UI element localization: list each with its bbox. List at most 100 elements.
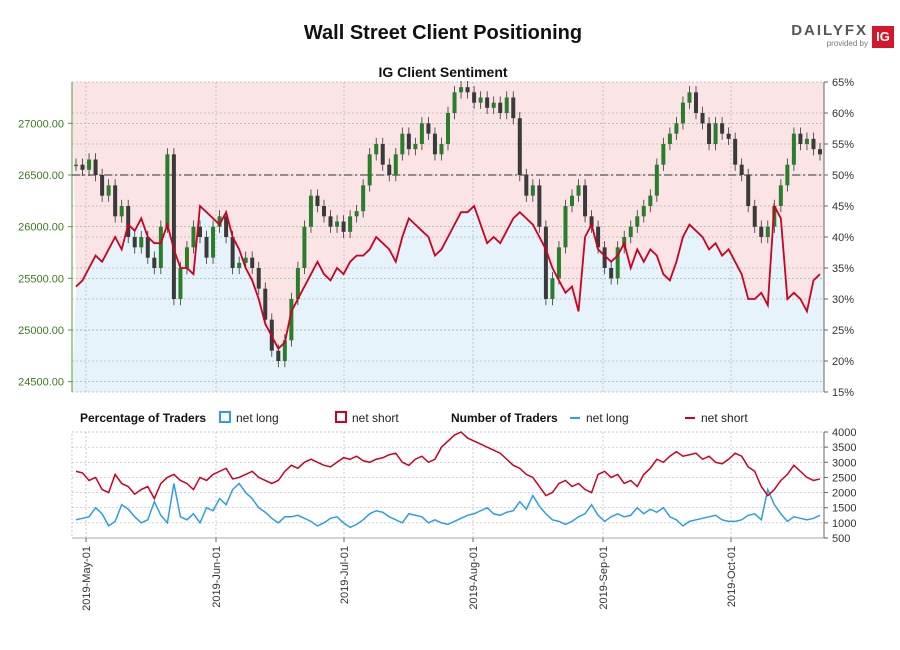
candle [733, 132, 738, 171]
candle [752, 199, 757, 233]
candle [158, 220, 163, 275]
lower-axis-tick-label: 500 [832, 533, 850, 545]
candle [165, 148, 170, 233]
candle [687, 86, 692, 109]
candle [504, 91, 509, 120]
legend-net-long-box [219, 411, 231, 423]
candle [367, 148, 372, 192]
legend-percentage-title: Percentage of Traders [80, 411, 206, 425]
candle [465, 80, 470, 99]
candle [707, 117, 712, 151]
candle [785, 158, 790, 192]
candle [361, 179, 366, 218]
brand-logo: DAILYFX provided by IG [784, 22, 896, 50]
candle [335, 215, 340, 233]
candle [818, 142, 822, 161]
candle [198, 220, 202, 244]
net-short-line [75, 202, 821, 351]
left-axis-tick-label: 26000.00 [18, 222, 64, 234]
candle [171, 148, 176, 306]
right-axis-tick-label: 35% [832, 263, 854, 275]
candle [406, 127, 411, 156]
candle [491, 96, 496, 115]
candle [250, 251, 255, 275]
candle [543, 220, 548, 306]
candle [498, 96, 503, 120]
candle [315, 189, 320, 213]
left-axis-tick-label: 27000.00 [18, 118, 64, 130]
candle [576, 179, 581, 202]
candle [100, 168, 105, 202]
lower-axis-tick-label: 1500 [832, 503, 856, 515]
candle [583, 179, 588, 223]
right-axis-tick-label: 40% [832, 232, 854, 244]
left-axis-tick-label: 25000.00 [18, 325, 64, 337]
right-axis-tick-label: 25% [832, 325, 854, 337]
candle [778, 179, 783, 213]
brand-name: DAILYFX [791, 22, 868, 39]
lower-axis-tick-label: 4000 [832, 427, 856, 439]
lower-axis-tick-label: 3000 [832, 457, 856, 469]
candle [556, 241, 561, 285]
candle [674, 117, 679, 140]
candle [256, 261, 261, 295]
right-axis-tick-label: 50% [832, 170, 854, 182]
legend-count-long-label: net long [586, 411, 629, 425]
candle [87, 153, 92, 177]
candle [80, 158, 85, 177]
lower-axis-tick-label: 3500 [832, 442, 856, 454]
candle [791, 127, 796, 171]
candle [191, 220, 196, 254]
candle [432, 127, 437, 161]
candle [485, 91, 490, 115]
candle [589, 210, 594, 233]
candle [550, 272, 555, 306]
candle [739, 158, 744, 182]
candle [308, 189, 313, 233]
candle [667, 127, 672, 151]
legend-net-short-label: net short [352, 411, 399, 425]
x-axis-date-label: 2019-Aug-01 [468, 546, 480, 610]
candle [302, 220, 307, 275]
candle [609, 261, 614, 285]
candle [322, 199, 326, 223]
candle [413, 137, 418, 156]
legend-net-long-label: net long [236, 411, 279, 425]
candlesticks [74, 80, 822, 368]
candle [289, 292, 294, 347]
candle [119, 199, 124, 223]
candle [211, 220, 216, 264]
candle [452, 86, 457, 120]
x-axis-date-label: 2019-Sep-01 [598, 546, 610, 610]
net-short-count-line [75, 431, 821, 501]
candle [472, 86, 477, 109]
candle [237, 256, 242, 275]
candle [387, 158, 392, 182]
x-axis-date-label: 2019-Jul-01 [339, 546, 351, 604]
candle [217, 210, 222, 233]
right-axis-tick-label: 30% [832, 294, 854, 306]
candle [348, 210, 353, 239]
candle [380, 137, 385, 171]
candle [426, 117, 431, 140]
right-axis-tick-label: 55% [832, 139, 854, 151]
candle [628, 220, 633, 244]
lower-axis-tick-label: 2500 [832, 472, 856, 484]
candle [354, 204, 359, 223]
candle [328, 210, 333, 233]
candle [530, 179, 535, 202]
candle [694, 86, 698, 120]
candle [446, 106, 450, 151]
candle [765, 220, 770, 244]
right-axis-tick-label: 15% [832, 387, 854, 399]
left-axis-tick-label: 24500.00 [18, 377, 64, 389]
ig-badge: IG [872, 26, 894, 48]
candle [804, 132, 809, 151]
candle [641, 199, 646, 223]
lower-axis-tick-label: 2000 [832, 488, 856, 500]
candle [746, 168, 751, 213]
brand-subtitle: provided by [826, 39, 868, 48]
candle [798, 127, 803, 151]
candle [178, 261, 183, 306]
candle [152, 251, 157, 275]
